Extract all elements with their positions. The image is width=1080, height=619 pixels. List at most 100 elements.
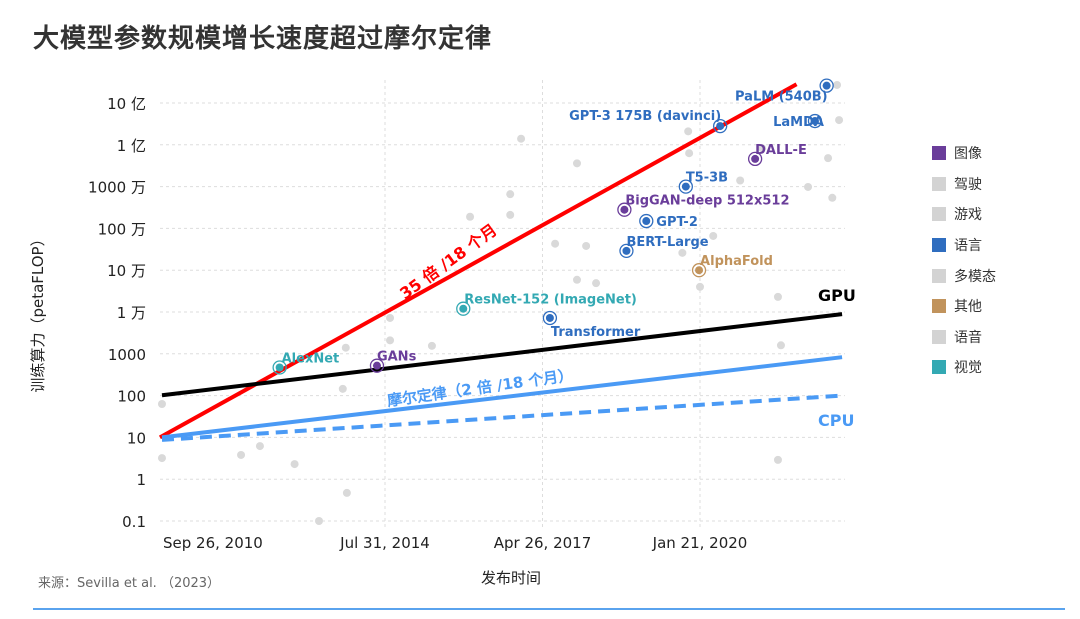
trend-line-label: GPU [818, 286, 856, 305]
trend-line [161, 355, 843, 440]
chart-title: 大模型参数规模增长速度超过摩尔定律 [33, 24, 493, 54]
data-point [810, 117, 819, 126]
data-point [157, 454, 166, 463]
data-point-label: ResNet-152 (ImageNet) [464, 293, 637, 308]
data-point-label: AlphaFold [700, 254, 773, 269]
data-point-label: BigGAN-deep 512x512 [625, 194, 789, 209]
data-point [716, 122, 725, 131]
data-point-ring [369, 358, 385, 373]
legend-label: 图像 [954, 146, 982, 163]
data-point [684, 127, 693, 136]
data-point-ring [542, 310, 558, 326]
data-point [828, 193, 837, 202]
data-point-label: GPT-2 [656, 215, 698, 230]
data-point-ring [747, 151, 763, 167]
data-point-ring [819, 78, 834, 93]
legend-swatch [932, 299, 946, 314]
data-point-label: LaMDA [773, 115, 824, 130]
data-point [592, 279, 601, 288]
x-axis-label: 发布时间 [481, 569, 541, 587]
bottom-divider [33, 608, 1065, 610]
data-point [372, 361, 381, 370]
legend: 图像 驾驶 游戏 语言 多模态 其他 语音 视觉 [932, 138, 996, 383]
other-points [157, 80, 844, 525]
data-point [386, 313, 395, 322]
legend-swatch [932, 207, 946, 222]
data-point-label: BERT-Large [626, 235, 708, 250]
data-point [572, 159, 581, 168]
source-note: 来源：Sevilla et al. （2023） [38, 576, 221, 591]
y-tick-label: 1000 万 [88, 179, 146, 197]
data-point-ring [619, 243, 634, 259]
data-point [582, 241, 591, 250]
trend-line-label: 摩尔定律（2 倍 /18 个月） [386, 366, 574, 410]
y-tick-label: 100 [117, 388, 146, 406]
data-point [466, 212, 475, 221]
data-point [290, 460, 299, 469]
labeled-points: AlexNet GANs ResNet-152 (ImageNet) Transfor… [272, 78, 834, 375]
x-tick-label: Jan 21, 2020 [652, 534, 748, 552]
data-point-label: AlexNet [282, 352, 340, 367]
data-point [833, 80, 842, 89]
x-tick-label: Sep 26, 2010 [163, 534, 263, 552]
data-point [758, 144, 767, 153]
data-point [315, 517, 324, 525]
legend-label: 驾驶 [954, 176, 982, 193]
data-point [678, 248, 687, 257]
data-point [338, 384, 347, 393]
grid [160, 80, 845, 530]
data-point [506, 210, 515, 219]
data-point-ring [617, 202, 632, 217]
trend-line [161, 312, 843, 398]
x-axis-ticks: Sep 26, 2010 Jul 31, 2014 Apr 26, 2017 Jan … [163, 534, 747, 552]
y-axis-ticks: 0.1 1 10 100 1000 1 万 10 万 100 万 1000 万 1 亿 10 亿 [88, 95, 146, 531]
legend-item: 图像 [932, 138, 996, 169]
legend-swatch [932, 238, 946, 253]
legend-swatch [932, 360, 946, 375]
data-point [255, 442, 264, 451]
data-point [736, 176, 745, 185]
data-point-ring [639, 213, 654, 229]
data-point-ring [691, 263, 707, 278]
data-point [804, 182, 813, 191]
y-axis-label: 训练算力（petaFLOP） [29, 231, 47, 392]
trend-line [161, 393, 843, 442]
data-point-label: DALL-E [755, 143, 807, 158]
legend-item: 游戏 [932, 199, 996, 230]
data-point [342, 488, 351, 497]
x-tick-label: Jul 31, 2014 [339, 534, 430, 552]
y-tick-label: 10 [127, 429, 146, 447]
data-point [776, 341, 785, 350]
legend-label: 语音 [954, 329, 982, 346]
legend-swatch [932, 329, 946, 344]
data-point [751, 154, 760, 163]
trend-line-label: CPU [818, 411, 854, 430]
legend-item: 驾驶 [932, 169, 996, 200]
data-point [822, 81, 831, 90]
y-tick-label: 10 亿 [107, 95, 146, 113]
data-point-label: GPT-3 175B (davinci) [569, 109, 721, 124]
legend-label: 多模态 [954, 268, 996, 285]
data-point [695, 266, 704, 275]
data-point [459, 304, 468, 313]
data-point [341, 343, 350, 352]
legend-item: 语音 [932, 322, 996, 353]
data-point [642, 217, 651, 226]
trend-line-label: 35 倍 /18 个月 [396, 220, 500, 303]
legend-label: 视觉 [954, 360, 982, 377]
legend-label: 游戏 [954, 207, 982, 224]
legend-swatch [932, 146, 946, 161]
data-point [681, 182, 690, 191]
data-point-ring [272, 360, 287, 375]
data-point [551, 239, 560, 248]
y-tick-label: 1 [136, 471, 146, 489]
data-point [685, 149, 694, 158]
data-point-ring [678, 179, 693, 194]
data-point [773, 292, 782, 301]
data-point-label: GANs [377, 350, 417, 365]
legend-item: 多模态 [932, 260, 996, 291]
y-tick-label: 100 万 [98, 220, 146, 238]
trend-line [158, 82, 798, 440]
legend-item: 视觉 [932, 352, 996, 383]
